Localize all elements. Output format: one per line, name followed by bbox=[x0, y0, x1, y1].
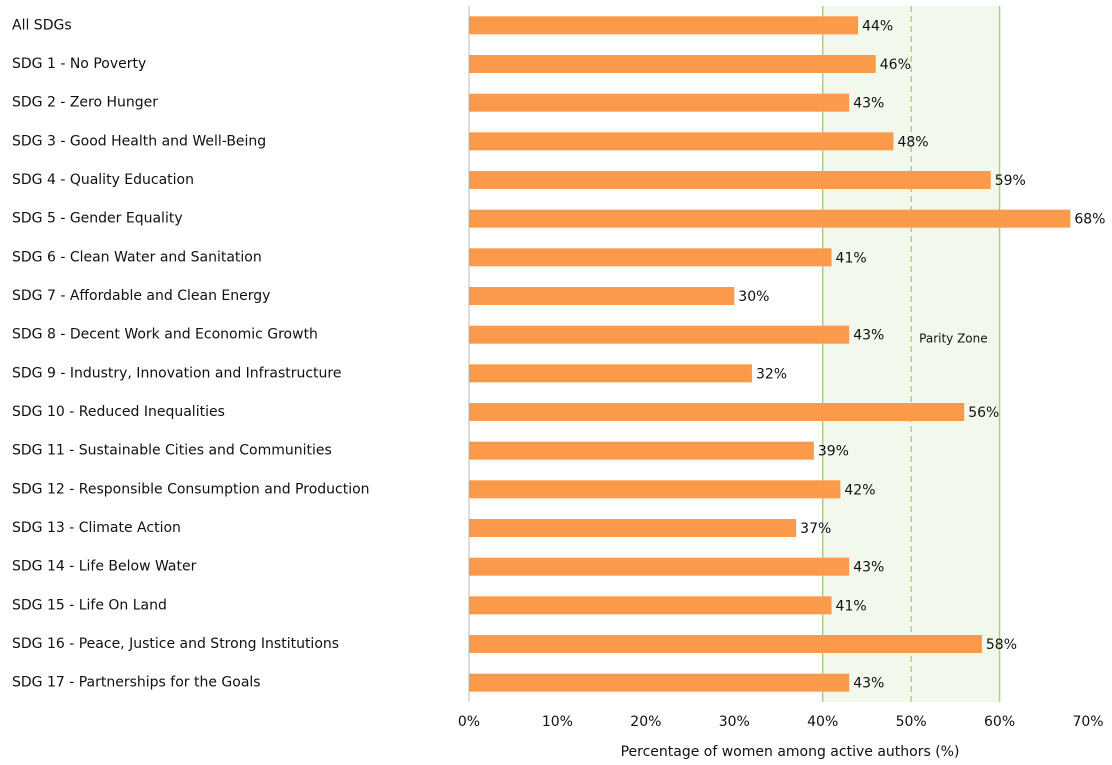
y-tick-label: SDG 8 - Decent Work and Economic Growth bbox=[12, 327, 318, 343]
bar bbox=[469, 519, 797, 537]
data-label: 43% bbox=[853, 560, 884, 576]
x-tick-label: 10% bbox=[542, 714, 573, 730]
y-tick-label: SDG 9 - Industry, Innovation and Infrast… bbox=[12, 365, 341, 381]
bar bbox=[469, 403, 965, 421]
y-tick-label: SDG 3 - Good Health and Well-Being bbox=[12, 133, 266, 149]
data-label: 48% bbox=[897, 134, 928, 150]
data-label: 58% bbox=[986, 637, 1017, 653]
y-tick-label: All SDGs bbox=[12, 17, 72, 33]
parity-zone-label: Parity Zone bbox=[919, 332, 988, 346]
data-label: 68% bbox=[1074, 212, 1105, 228]
y-tick-label: SDG 16 - Peace, Justice and Strong Insti… bbox=[12, 636, 339, 652]
data-label: 43% bbox=[853, 676, 884, 692]
y-tick-label: SDG 2 - Zero Hunger bbox=[12, 95, 158, 111]
bar bbox=[469, 93, 850, 112]
y-tick-label: SDG 13 - Climate Action bbox=[12, 520, 181, 536]
data-label: 43% bbox=[853, 96, 884, 112]
bar bbox=[469, 673, 850, 692]
x-tick-label: 0% bbox=[458, 714, 480, 730]
x-tick-label: 30% bbox=[719, 714, 750, 730]
y-tick-label: SDG 5 - Gender Equality bbox=[12, 211, 183, 227]
bar bbox=[469, 364, 752, 383]
y-tick-label: SDG 7 - Affordable and Clean Energy bbox=[12, 288, 270, 304]
x-tick-label: 70% bbox=[1072, 714, 1103, 730]
bar bbox=[469, 635, 982, 653]
bar bbox=[469, 557, 850, 576]
bar bbox=[469, 287, 735, 305]
x-tick-label: 20% bbox=[630, 714, 661, 730]
data-label: 42% bbox=[844, 482, 875, 498]
data-label: 30% bbox=[738, 289, 769, 305]
data-label: 37% bbox=[800, 521, 831, 537]
y-tick-label: SDG 1 - No Poverty bbox=[12, 56, 146, 72]
y-tick-label: SDG 10 - Reduced Inequalities bbox=[12, 404, 225, 420]
data-label: 56% bbox=[968, 405, 999, 421]
data-label: 44% bbox=[862, 18, 893, 34]
bar bbox=[469, 325, 850, 344]
bar bbox=[469, 16, 859, 35]
data-label: 39% bbox=[818, 444, 849, 460]
bar bbox=[469, 441, 814, 460]
y-tick-label: SDG 6 - Clean Water and Sanitation bbox=[12, 249, 262, 265]
data-label: 43% bbox=[853, 328, 884, 344]
bar bbox=[469, 248, 832, 267]
bar bbox=[469, 480, 841, 499]
y-tick-label: SDG 12 - Responsible Consumption and Pro… bbox=[12, 481, 370, 497]
x-tick-label: 60% bbox=[984, 714, 1015, 730]
bar bbox=[469, 209, 1071, 228]
y-tick-label: SDG 15 - Life On Land bbox=[12, 597, 167, 613]
x-tick-label: 50% bbox=[896, 714, 927, 730]
bar bbox=[469, 55, 876, 73]
data-label: 59% bbox=[995, 173, 1026, 189]
y-tick-label: SDG 17 - Partnerships for the Goals bbox=[12, 675, 261, 691]
y-tick-label: SDG 14 - Life Below Water bbox=[12, 559, 197, 575]
bar bbox=[469, 596, 832, 615]
x-tick-label: 40% bbox=[807, 714, 838, 730]
bar bbox=[469, 171, 991, 189]
x-axis-label: Percentage of women among active authors… bbox=[621, 744, 960, 760]
data-label: 46% bbox=[880, 57, 911, 73]
y-tick-label: SDG 11 - Sustainable Cities and Communit… bbox=[12, 443, 332, 459]
bar bbox=[469, 132, 894, 151]
data-label: 32% bbox=[756, 366, 787, 382]
y-tick-label: SDG 4 - Quality Education bbox=[12, 172, 194, 188]
data-label: 41% bbox=[836, 250, 867, 266]
data-label: 41% bbox=[836, 598, 867, 614]
